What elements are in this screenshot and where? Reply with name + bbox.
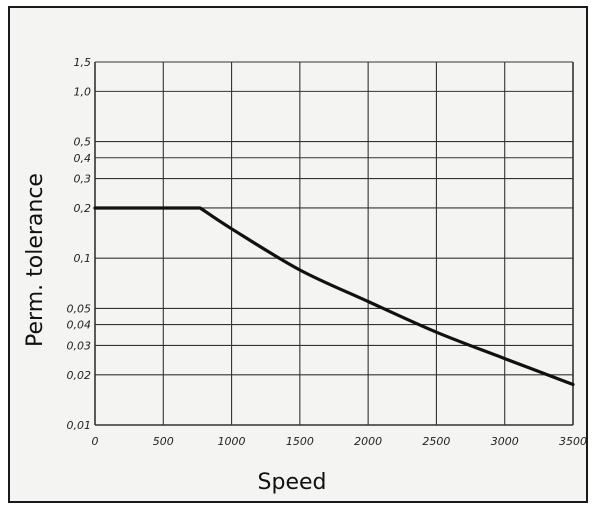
y-axis-label: Perm. tolerance — [23, 173, 48, 347]
y-tick-label: 0,05 — [67, 302, 92, 315]
x-tick-label: 2000 — [354, 435, 382, 448]
x-tick-labels: 0 500 1000 1500 2000 2500 3000 3500 — [92, 435, 588, 448]
y-tick-label: 0,2 — [74, 202, 92, 215]
y-tick-label: 1,5 — [74, 56, 92, 69]
y-tick-label: 1,0 — [74, 85, 92, 98]
y-tick-label: 0,3 — [74, 173, 92, 186]
grid — [94, 61, 574, 426]
tolerance-curve — [93, 206, 575, 387]
y-tick-label: 0,5 — [74, 136, 92, 149]
y-tick-label: 0,03 — [67, 339, 92, 352]
x-tick-label: 1000 — [218, 435, 246, 448]
series-layer — [93, 206, 575, 387]
x-tick-label: 3000 — [491, 435, 519, 448]
x-axis-label: Speed — [258, 470, 327, 495]
x-tick-label: 500 — [153, 435, 174, 448]
y-tick-label: 0,04 — [67, 319, 92, 332]
x-tick-label: 0 — [92, 435, 99, 448]
x-tick-label: 3500 — [559, 435, 587, 448]
x-tick-label: 2500 — [422, 435, 450, 448]
y-tick-label: 0,4 — [74, 152, 92, 165]
y-tick-label: 0,01 — [67, 419, 92, 432]
y-tick-label: 0,1 — [74, 252, 92, 265]
chart-frame — [8, 6, 588, 503]
y-tick-label: 0,02 — [67, 369, 92, 382]
x-tick-label: 1500 — [286, 435, 314, 448]
y-tick-labels: 0,01 0,02 0,03 0,04 0,05 0,1 0,2 0,3 0,4 0,5 1,0 1,… — [67, 56, 92, 432]
